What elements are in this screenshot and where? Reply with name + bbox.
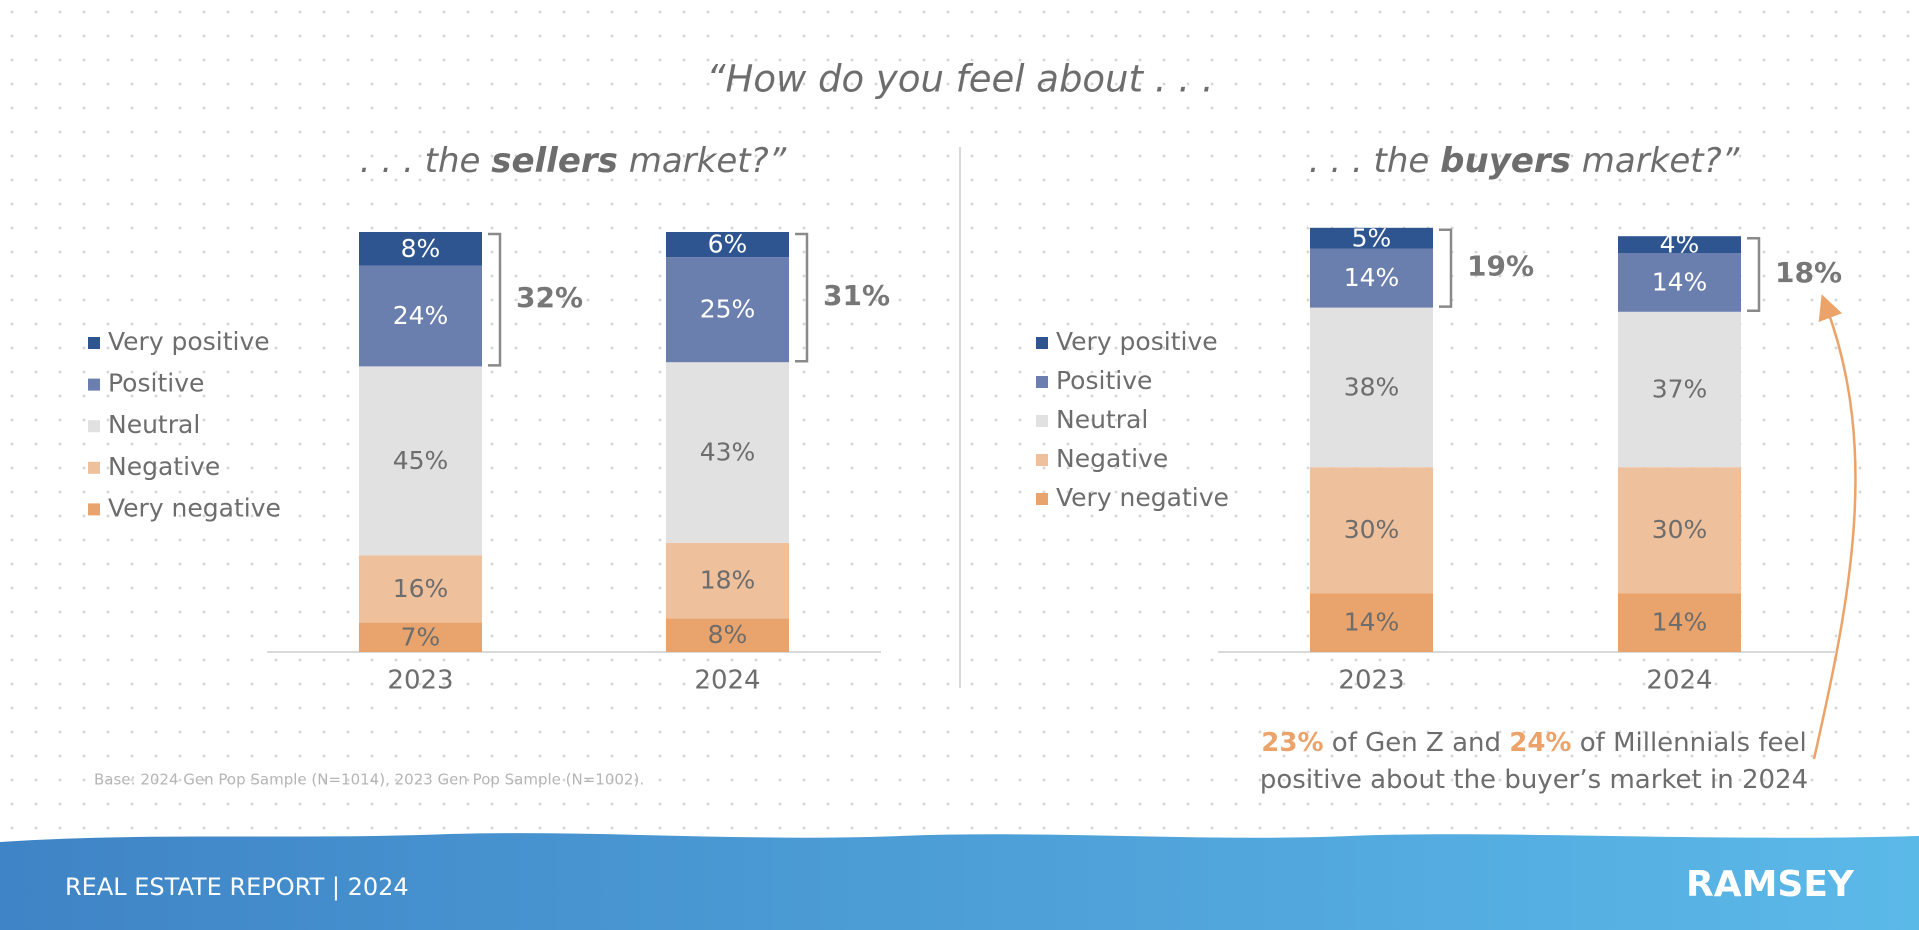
value-label: 25%	[700, 295, 756, 324]
footnote: Base: 2024 Gen Pop Sample (N=1014), 2023…	[94, 771, 644, 789]
legend-label: Positive	[1056, 366, 1152, 395]
legend-swatch	[1036, 337, 1048, 349]
legend-swatch	[88, 461, 100, 474]
callout-line: positive about the buyer’s market in 202…	[1260, 765, 1808, 795]
bracket	[795, 232, 809, 363]
chart-title-part: market?”	[1571, 141, 1740, 181]
legend-label: Neutral	[108, 410, 200, 439]
bar-segment	[1618, 311, 1741, 468]
x-tick-label: 2024	[1646, 666, 1712, 696]
value-label: 8%	[708, 620, 748, 649]
x-tick-label: 2024	[694, 666, 760, 696]
bar-segment	[1618, 236, 1741, 253]
bracket-label: 18%	[1775, 256, 1842, 289]
value-label: 14%	[1652, 267, 1708, 296]
bar-segment	[666, 542, 789, 619]
value-label: 30%	[1652, 515, 1708, 544]
legend-swatch	[88, 420, 100, 433]
callout-highlight: 24%	[1509, 728, 1571, 758]
legend-label: Very positive	[108, 327, 270, 356]
bar-segment	[666, 618, 789, 652]
bar-segment	[1310, 248, 1433, 308]
bar-segment	[359, 232, 482, 266]
value-label: 14%	[1344, 608, 1400, 637]
x-tick-label: 2023	[387, 666, 453, 696]
bar-segment	[1310, 467, 1433, 594]
value-label: 7%	[401, 622, 441, 651]
legend-label: Very negative	[108, 493, 281, 522]
value-label: 30%	[1344, 515, 1400, 544]
callout-text: of Gen Z and	[1324, 728, 1510, 758]
callout-arrow	[1812, 294, 1857, 760]
bar-segment	[666, 362, 789, 543]
value-label: 37%	[1652, 375, 1708, 404]
bracket	[1439, 228, 1453, 308]
legend-label: Neutral	[1056, 405, 1148, 434]
bracket-label: 32%	[516, 281, 583, 314]
chart-title-part: . . . the	[360, 141, 491, 181]
bar-segment	[359, 555, 482, 623]
bar-segment	[1310, 307, 1433, 468]
value-label: 14%	[1652, 608, 1708, 637]
legend-label: Very positive	[1056, 327, 1218, 356]
footer-report: REAL ESTATE REPORT | 2024	[65, 873, 409, 901]
bar-segment	[1310, 593, 1433, 652]
bar-segment	[666, 232, 789, 258]
value-label: 43%	[700, 438, 756, 467]
value-label: 16%	[393, 574, 449, 603]
bar-segment	[1618, 253, 1741, 312]
bar-segment	[359, 265, 482, 367]
bar-segment	[1310, 227, 1433, 249]
callout-line: 23% of Gen Z and 24% of Millennials feel	[1261, 728, 1806, 758]
legend-label: Positive	[108, 369, 204, 398]
value-label: 38%	[1344, 372, 1400, 401]
bracket-label: 31%	[823, 279, 890, 312]
value-label: 45%	[393, 446, 449, 475]
bar-segment	[666, 257, 789, 363]
callout-text: of Millennials feel	[1571, 728, 1806, 758]
chart-title-part: buyers	[1440, 141, 1571, 181]
legend-swatch	[1036, 415, 1048, 427]
bracket	[488, 232, 502, 367]
chart-title: . . . the buyers market?”	[1309, 141, 1740, 181]
x-tick-label: 2023	[1338, 666, 1404, 696]
value-label: 5%	[1352, 223, 1392, 252]
main-title: “How do you feel about . . .	[706, 58, 1213, 101]
bar-segment	[1618, 593, 1741, 652]
legend-label: Negative	[1056, 444, 1168, 473]
value-label: 6%	[708, 230, 748, 259]
footer-band	[0, 833, 1919, 930]
chart-title-part: market?”	[618, 141, 787, 181]
chart-title: . . . the sellers market?”	[360, 141, 787, 181]
callout-text: positive about the buyer’s market in 202…	[1260, 765, 1808, 795]
value-label: 24%	[393, 301, 449, 330]
legend-swatch	[1036, 493, 1048, 505]
legend-swatch	[1036, 454, 1048, 466]
value-label: 18%	[700, 566, 756, 595]
bracket	[1747, 236, 1761, 313]
callout-highlight: 23%	[1261, 728, 1323, 758]
value-label: 8%	[401, 234, 441, 263]
legend-swatch	[88, 503, 100, 516]
bar-segment	[359, 366, 482, 556]
chart-title-part: sellers	[491, 141, 618, 181]
bar-segment	[1618, 467, 1741, 594]
legend-swatch	[1036, 376, 1048, 388]
value-label: 4%	[1660, 230, 1700, 259]
legend-swatch	[88, 337, 100, 349]
legend-swatch	[88, 378, 100, 391]
legend-label: Negative	[108, 452, 220, 481]
chart-title-part: . . . the	[1309, 141, 1440, 181]
value-label: 14%	[1344, 263, 1400, 292]
footer-brand: RAMSEY	[1686, 864, 1855, 905]
legend-label: Very negative	[1056, 483, 1229, 512]
bracket-label: 19%	[1467, 250, 1534, 283]
bar-segment	[359, 622, 482, 652]
